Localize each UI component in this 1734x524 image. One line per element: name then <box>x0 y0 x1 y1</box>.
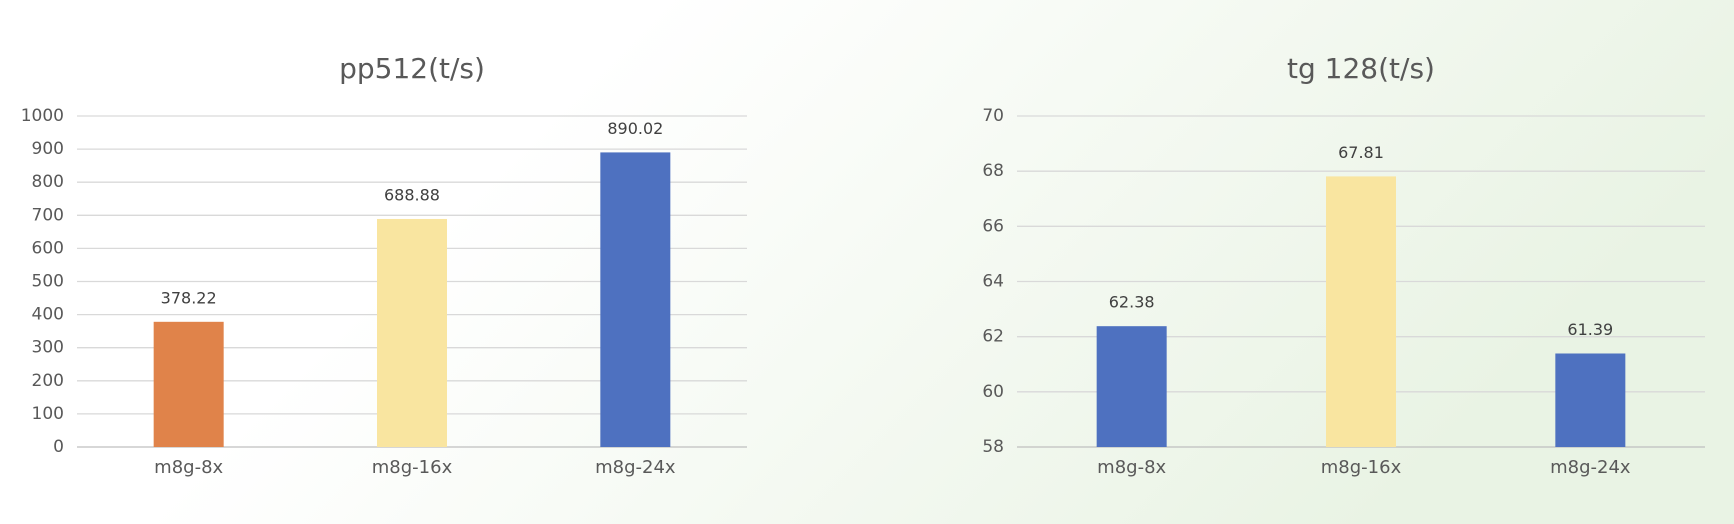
y-tick-label: 58 <box>982 437 1004 457</box>
value-label: 61.39 <box>1567 320 1613 339</box>
value-label: 688.88 <box>384 185 440 204</box>
y-tick-label: 62 <box>982 327 1004 347</box>
bar <box>1096 326 1167 447</box>
bar <box>153 321 224 447</box>
x-tick-label: m8g-16x <box>372 457 453 478</box>
bar <box>600 152 671 447</box>
y-tick-label: 100 <box>32 404 64 424</box>
x-tick-label: m8g-24x <box>595 457 676 478</box>
y-tick-label: 0 <box>53 437 64 457</box>
chart-title: tg 128(t/s) <box>1287 52 1435 85</box>
value-label: 890.02 <box>607 119 663 138</box>
y-tick-label: 200 <box>32 371 64 391</box>
bar <box>1326 176 1396 447</box>
y-tick-label: 68 <box>982 161 1004 181</box>
value-label: 62.38 <box>1109 293 1155 312</box>
y-tick-label: 66 <box>982 216 1004 236</box>
value-label: 378.22 <box>161 288 217 307</box>
x-tick-label: m8g-8x <box>1097 457 1166 478</box>
bar <box>377 218 447 447</box>
y-tick-label: 1000 <box>21 106 64 126</box>
y-tick-label: 300 <box>32 338 64 358</box>
value-label: 67.81 <box>1338 143 1384 162</box>
x-tick-label: m8g-24x <box>1550 457 1631 478</box>
x-tick-label: m8g-16x <box>1321 457 1402 478</box>
y-tick-label: 60 <box>982 382 1004 402</box>
y-tick-label: 900 <box>32 139 64 159</box>
y-tick-label: 700 <box>32 205 64 225</box>
chart-title: pp512(t/s) <box>339 52 485 85</box>
bar <box>1555 353 1626 447</box>
y-tick-label: 64 <box>982 272 1004 292</box>
y-tick-label: 400 <box>32 305 64 325</box>
x-tick-label: m8g-8x <box>154 457 223 478</box>
y-tick-label: 70 <box>982 106 1004 126</box>
y-tick-label: 800 <box>32 172 64 192</box>
y-tick-label: 600 <box>32 238 64 258</box>
y-tick-label: 500 <box>32 272 64 292</box>
